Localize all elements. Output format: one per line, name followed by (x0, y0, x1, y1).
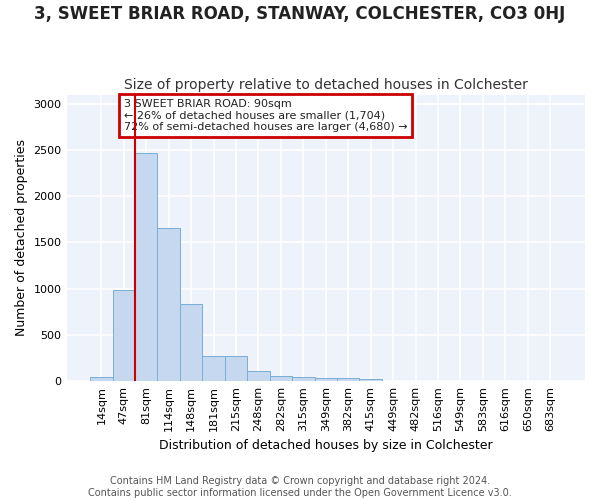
Text: Contains HM Land Registry data © Crown copyright and database right 2024.
Contai: Contains HM Land Registry data © Crown c… (88, 476, 512, 498)
Bar (202, 356, 225, 381)
Bar (337, 378, 359, 381)
Bar (180, 304, 202, 381)
Bar (247, 370, 269, 381)
Title: Size of property relative to detached houses in Colchester: Size of property relative to detached ho… (124, 78, 528, 92)
Bar (135, 153, 157, 381)
Bar (225, 356, 247, 381)
Text: 3 SWEET BRIAR ROAD: 90sqm
← 26% of detached houses are smaller (1,704)
72% of se: 3 SWEET BRIAR ROAD: 90sqm ← 26% of detac… (124, 99, 407, 132)
Text: 3, SWEET BRIAR ROAD, STANWAY, COLCHESTER, CO3 0HJ: 3, SWEET BRIAR ROAD, STANWAY, COLCHESTER… (34, 5, 566, 23)
Bar (359, 379, 382, 381)
Bar (269, 376, 292, 381)
Bar (113, 290, 135, 381)
Bar (292, 376, 314, 381)
Bar (90, 376, 113, 381)
Bar (314, 378, 337, 381)
Bar (157, 228, 180, 381)
X-axis label: Distribution of detached houses by size in Colchester: Distribution of detached houses by size … (159, 440, 493, 452)
Y-axis label: Number of detached properties: Number of detached properties (15, 140, 28, 336)
